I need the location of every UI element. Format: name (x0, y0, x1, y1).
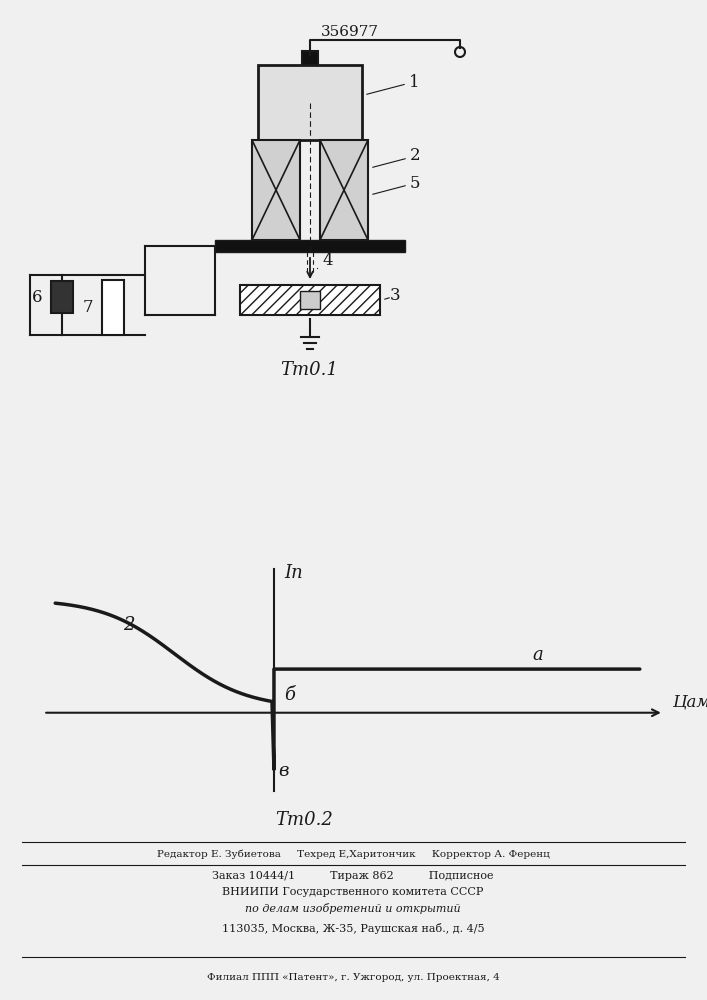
Text: в: в (278, 762, 288, 780)
Text: б: б (284, 686, 295, 704)
Bar (300, 291, 320, 309)
Text: 3: 3 (390, 286, 401, 304)
Text: Заказ 10444/1          Тираж 862          Подписное: Заказ 10444/1 Тираж 862 Подписное (212, 871, 493, 881)
Text: 7: 7 (83, 300, 93, 316)
Text: Цам: Цам (672, 693, 707, 710)
Text: ВНИИПИ Государственного комитета СССР: ВНИИПИ Государственного комитета СССР (222, 887, 484, 897)
Text: по делам изобретений и открытий: по делам изобретений и открытий (245, 902, 461, 914)
Bar (252, 140, 300, 240)
Bar (240, 285, 380, 315)
Text: 356977: 356977 (321, 25, 379, 39)
Text: Iп: Iп (284, 564, 303, 582)
Text: 5: 5 (410, 174, 421, 192)
Text: Τт0.2: Τт0.2 (275, 811, 333, 829)
Text: Филиал ППП «Патент», г. Ужгород, ул. Проектная, 4: Филиал ППП «Патент», г. Ужгород, ул. Про… (206, 974, 499, 982)
Text: 113035, Москва, Ж-35, Раушская наб., д. 4/5: 113035, Москва, Ж-35, Раушская наб., д. … (222, 922, 484, 934)
Text: 6: 6 (32, 288, 42, 306)
Text: a: a (532, 646, 543, 664)
Text: Τт0.1: Τт0.1 (280, 361, 338, 379)
Bar (102, 280, 124, 335)
Bar (302, 51, 318, 65)
Bar (258, 65, 362, 140)
Text: 2: 2 (410, 147, 421, 164)
Text: 4: 4 (322, 252, 332, 269)
Text: 2: 2 (123, 616, 134, 634)
Bar (215, 240, 405, 252)
Bar (320, 140, 368, 240)
Text: 1: 1 (409, 74, 420, 91)
Bar (51, 281, 73, 313)
Text: Редактор Е. Зубиетова     Техред Е,Харитончик     Корректор А. Ференц: Редактор Е. Зубиетова Техред Е,Харитончи… (156, 849, 549, 859)
